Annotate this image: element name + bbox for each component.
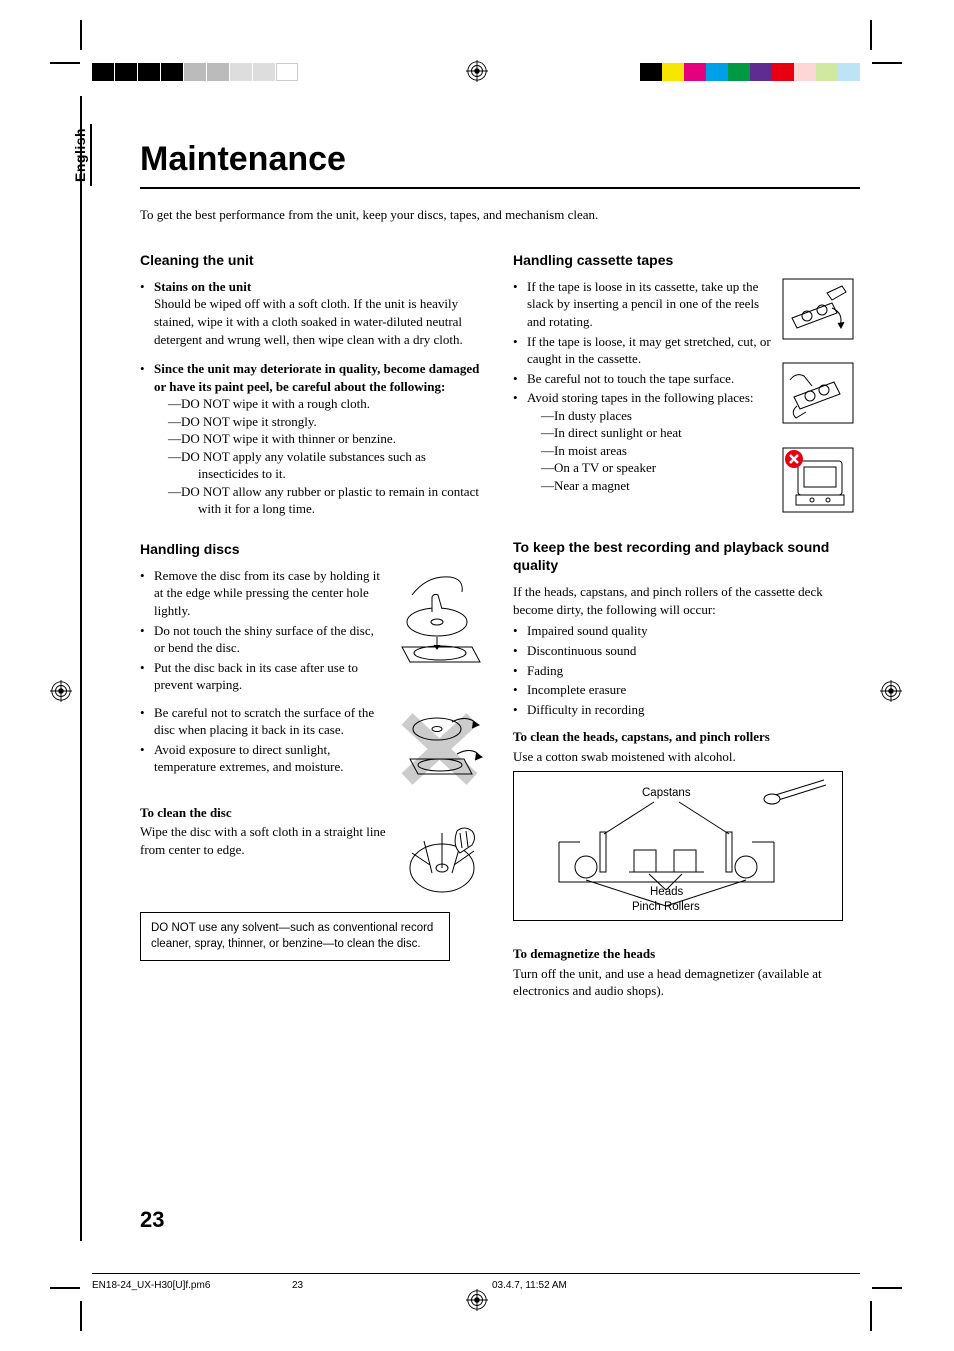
disc-wipe-icon: [402, 823, 487, 898]
list-item: If the tape is loose, it may get stretch…: [513, 333, 774, 368]
list-item: —DO NOT apply any volatile substances su…: [168, 448, 487, 483]
solvent-warning-note: DO NOT use any solvent—such as conventio…: [140, 912, 450, 961]
print-footer: EN18-24_UX-H30[U]f.pm6 23 03.4.7, 11:52 …: [92, 1273, 860, 1291]
list-item: —DO NOT wipe it with thinner or benzine.: [168, 430, 487, 448]
list-item: Be careful not to scratch the surface of…: [140, 704, 384, 739]
page-number: 23: [140, 1207, 164, 1233]
list-item: Be careful not to touch the tape surface…: [513, 370, 774, 388]
list-item: Since the unit may deteriorate in qualit…: [140, 360, 487, 518]
intro-text: To get the best performance from the uni…: [140, 207, 860, 223]
cassette-touch-icon: [782, 362, 854, 424]
diagram-label-capstans: Capstans: [642, 786, 691, 802]
list-item: Avoid storing tapes in the following pla…: [513, 389, 774, 494]
sound-intro: If the heads, capstans, and pinch roller…: [513, 583, 860, 618]
list-item: —Near a magnet: [541, 477, 774, 495]
section-sound-quality: To keep the best recording and playback …: [513, 538, 860, 576]
registration-mark-icon: [880, 680, 902, 702]
list-item: Difficulty in recording: [513, 701, 860, 719]
list-item: Stains on the unit Should be wiped off w…: [140, 278, 487, 348]
list-item: —In direct sunlight or heat: [541, 424, 774, 442]
clean-disc-head: To clean the disc: [140, 804, 487, 822]
disc-scratch-warning-icon: [392, 704, 487, 794]
list-item: —In moist areas: [541, 442, 774, 460]
list-item: If the tape is loose in its cassette, ta…: [513, 278, 774, 331]
cassette-mechanism-diagram: Capstans Heads Pinch Rollers: [513, 771, 843, 921]
page-title: Maintenance: [140, 140, 860, 179]
list-item: Avoid exposure to direct sunlight, tempe…: [140, 741, 384, 776]
language-tab: English: [72, 128, 88, 182]
title-rule: [140, 187, 860, 189]
clean-heads-body: Use a cotton swab moistened with alcohol…: [513, 748, 860, 766]
clean-disc-body: Wipe the disc with a soft cloth in a str…: [140, 823, 394, 898]
registration-mark-icon: [50, 680, 72, 702]
clean-heads-head: To clean the heads, capstans, and pinch …: [513, 728, 860, 746]
list-item: Impaired sound quality: [513, 622, 860, 640]
section-cleaning: Cleaning the unit: [140, 251, 487, 270]
section-cassette: Handling cassette tapes: [513, 251, 860, 270]
demag-head: To demagnetize the heads: [513, 945, 860, 963]
print-color-bar: [640, 63, 860, 81]
list-item: —DO NOT wipe it strongly.: [168, 413, 487, 431]
list-item: Incomplete erasure: [513, 681, 860, 699]
list-item: Remove the disc from its case by holding…: [140, 567, 384, 620]
list-item: Do not touch the shiny surface of the di…: [140, 622, 384, 657]
diagram-label-heads: Heads: [650, 885, 683, 901]
registration-mark-icon: [466, 60, 488, 82]
list-item: Fading: [513, 662, 860, 680]
cassette-storage-warning-icon: [782, 447, 854, 513]
disc-handling-icon: [392, 567, 487, 696]
list-item: —In dusty places: [541, 407, 774, 425]
list-item: Discontinuous sound: [513, 642, 860, 660]
demag-body: Turn off the unit, and use a head demagn…: [513, 965, 860, 1000]
registration-mark-icon: [466, 1289, 488, 1311]
section-discs: Handling discs: [140, 540, 487, 559]
diagram-label-rollers: Pinch Rollers: [632, 900, 700, 916]
margin-rule: [80, 96, 82, 1241]
list-item: —On a TV or speaker: [541, 459, 774, 477]
list-item: —DO NOT wipe it with a rough cloth.: [168, 395, 487, 413]
list-item: Put the disc back in its case after use …: [140, 659, 384, 694]
list-item: —DO NOT allow any rubber or plastic to r…: [168, 483, 487, 518]
print-density-bar: [92, 63, 299, 81]
cassette-pencil-icon: [782, 278, 854, 340]
